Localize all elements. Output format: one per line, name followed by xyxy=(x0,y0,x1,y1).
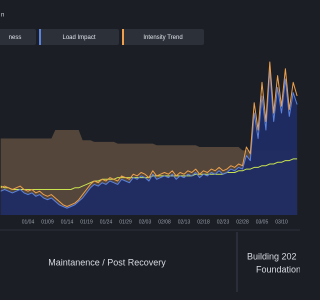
plot: 01/04 01/09 01/14 01/19 01/24 01/29 02/03 02/08… xyxy=(0,61,298,225)
x-tick-label: 02/28 xyxy=(236,219,249,225)
legend-swatch xyxy=(39,29,41,45)
legend-swatch xyxy=(122,29,124,45)
legend-label[interactable]: ness xyxy=(9,35,22,41)
x-tick-label: 02/08 xyxy=(158,219,171,225)
legend-label[interactable]: Load Impact xyxy=(62,35,95,41)
legend-button xyxy=(0,29,36,45)
series-area xyxy=(0,70,298,215)
phase-label: Building 202 xyxy=(247,251,297,261)
page: n ness Load Impact Intensity Trend 01/04 01… xyxy=(0,12,300,292)
legend-label[interactable]: Intensity Trend xyxy=(143,35,182,41)
legend-button xyxy=(122,29,204,45)
x-tick-label: 01/19 xyxy=(80,219,93,225)
x-tick-label: 02/03 xyxy=(139,219,152,225)
x-tick-label: 01/09 xyxy=(41,219,54,225)
x-tick-label: 01/14 xyxy=(61,219,74,225)
x-tick-label: 02/13 xyxy=(178,219,191,225)
series-line xyxy=(0,61,298,207)
x-tick-label: 01/24 xyxy=(100,219,113,225)
legend: ness Load Impact Intensity Trend xyxy=(0,29,204,45)
chart: n ness Load Impact Intensity Trend 01/04 01… xyxy=(0,12,300,292)
series-line xyxy=(0,70,298,209)
phase-label: Maintanence / Post Recovery xyxy=(48,257,166,267)
x-tick-label: 02/18 xyxy=(197,219,210,225)
chart-title: n xyxy=(1,13,4,19)
phase-label: Foundation xyxy=(256,264,300,274)
x-tick-label: 03/10 xyxy=(275,219,288,225)
x-tick-label: 03/05 xyxy=(256,219,269,225)
x-tick-label: 01/29 xyxy=(119,219,132,225)
legend-button xyxy=(39,29,119,45)
x-tick-label: 02/23 xyxy=(217,219,230,225)
x-tick-label: 01/04 xyxy=(22,219,35,225)
